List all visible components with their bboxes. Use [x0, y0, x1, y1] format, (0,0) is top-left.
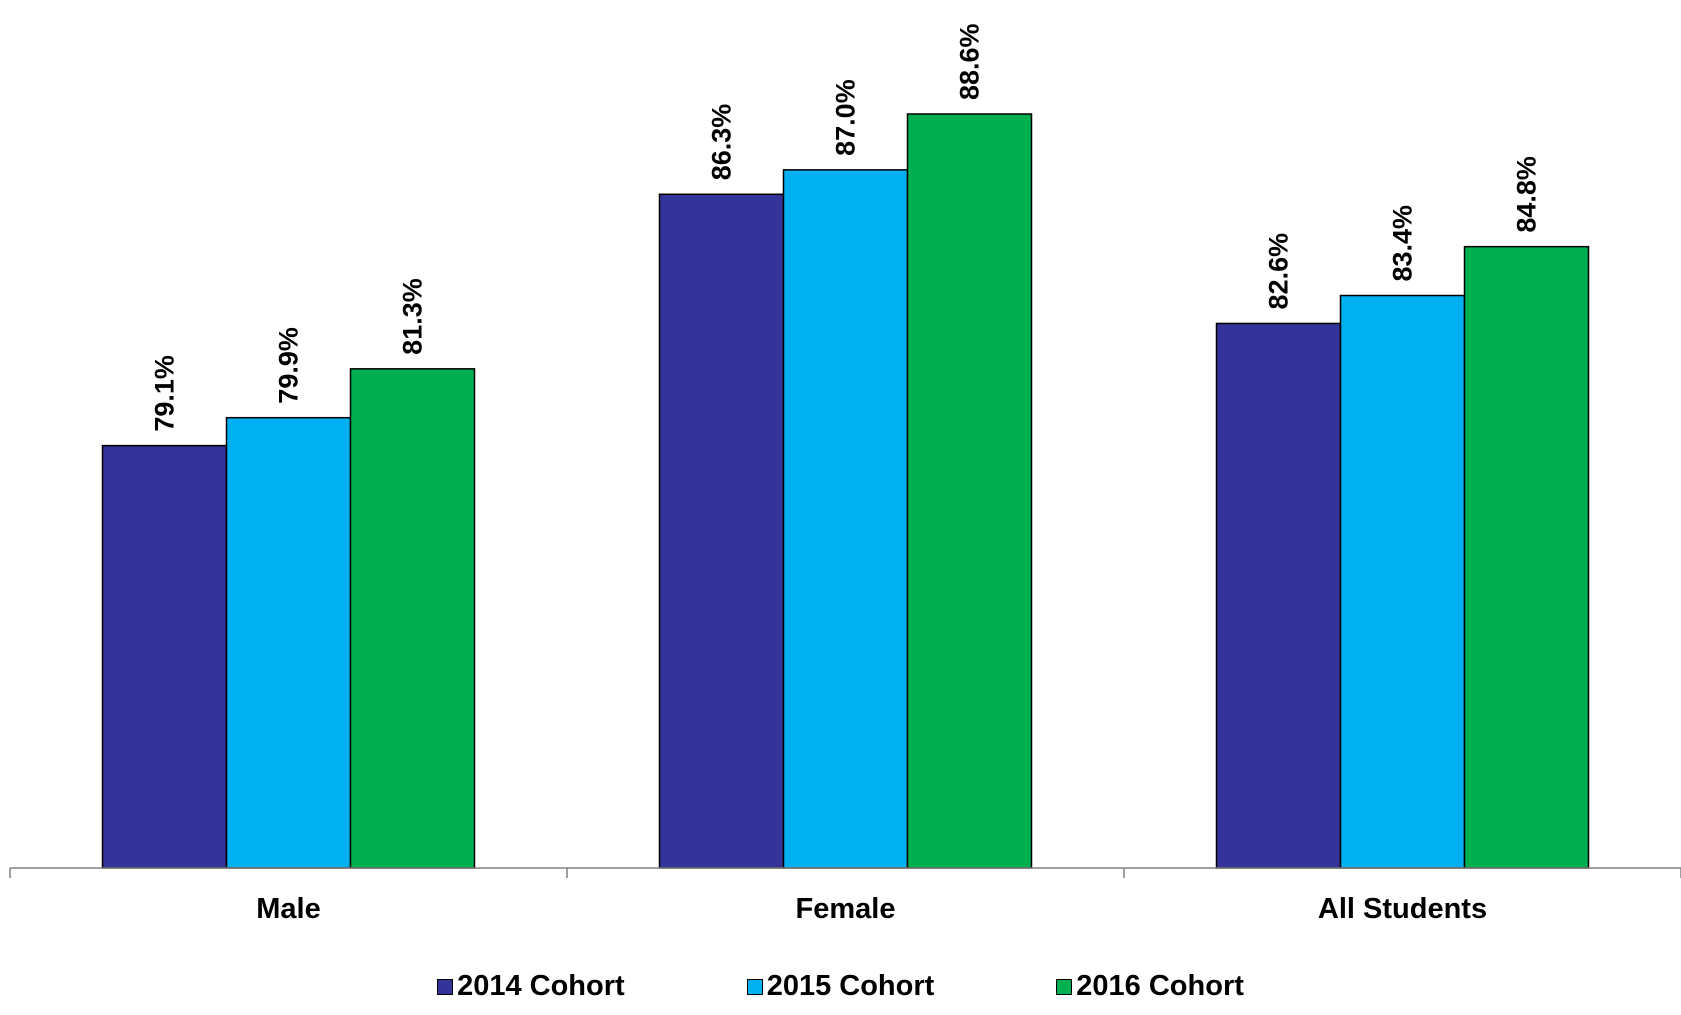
- data-label-2015-cohort-all-students: 83.4%: [1388, 205, 1418, 282]
- bar-2016-cohort-all-students: [1463, 245, 1590, 869]
- bar-2016-cohort-female: [906, 113, 1033, 869]
- legend-label-2014-cohort: 2014 Cohort: [457, 970, 625, 1002]
- legend-item-2016-cohort: 2016 Cohort: [1056, 972, 1244, 1001]
- legend: 2014 Cohort 2015 Cohort 2016 Cohort: [0, 972, 1681, 1001]
- legend-label-2016-cohort: 2016 Cohort: [1076, 970, 1244, 1002]
- data-label-2014-cohort-all-students: 82.6%: [1264, 233, 1294, 310]
- bars-layer: [101, 113, 1590, 869]
- legend-item-2015-cohort: 2015 Cohort: [746, 970, 935, 1002]
- data-label-2016-cohort-male: 81.3%: [398, 278, 428, 355]
- bar-2015-cohort-female: [782, 169, 909, 869]
- data-label-2016-cohort-all-students: 84.8%: [1512, 156, 1542, 233]
- bar-2014-cohort-male: [101, 444, 228, 869]
- x-axis: [9, 867, 1681, 878]
- category-label-all-students: All Students: [1318, 893, 1487, 925]
- data-label-2014-cohort-male: 79.1%: [150, 355, 180, 432]
- bar-2015-cohort-all-students: [1339, 294, 1466, 869]
- legend-swatch-2015-cohort: [746, 978, 763, 995]
- bar-chart: 79.1% 79.9% 81.3% 86.3% 87.0% 88.6% 82.6% 83.4%…: [9, 23, 1681, 925]
- legend-label-2015-cohort: 2015 Cohort: [766, 970, 935, 1002]
- data-label-2016-cohort-female: 88.6%: [955, 23, 985, 100]
- category-labels-layer: Male Female All Students: [256, 893, 1487, 925]
- bar-2016-cohort-male: [349, 368, 476, 869]
- data-label-2014-cohort-female: 86.3%: [707, 104, 737, 181]
- category-label-female: Female: [796, 893, 896, 925]
- category-label-male: Male: [256, 893, 320, 925]
- legend-item-2014-cohort: 2014 Cohort: [437, 972, 625, 1001]
- legend-swatch-2014-cohort: [437, 978, 454, 995]
- data-label-2015-cohort-male: 79.9%: [274, 327, 304, 404]
- legend-swatch-2016-cohort: [1056, 978, 1073, 995]
- bar-2015-cohort-male: [225, 416, 352, 869]
- bar-2014-cohort-female: [658, 193, 785, 869]
- data-label-2015-cohort-female: 87.0%: [831, 79, 861, 156]
- value-labels-layer: 79.1% 79.9% 81.3% 86.3% 87.0% 88.6% 82.6% 83.4%…: [150, 23, 1542, 431]
- bar-2014-cohort-all-students: [1215, 322, 1342, 869]
